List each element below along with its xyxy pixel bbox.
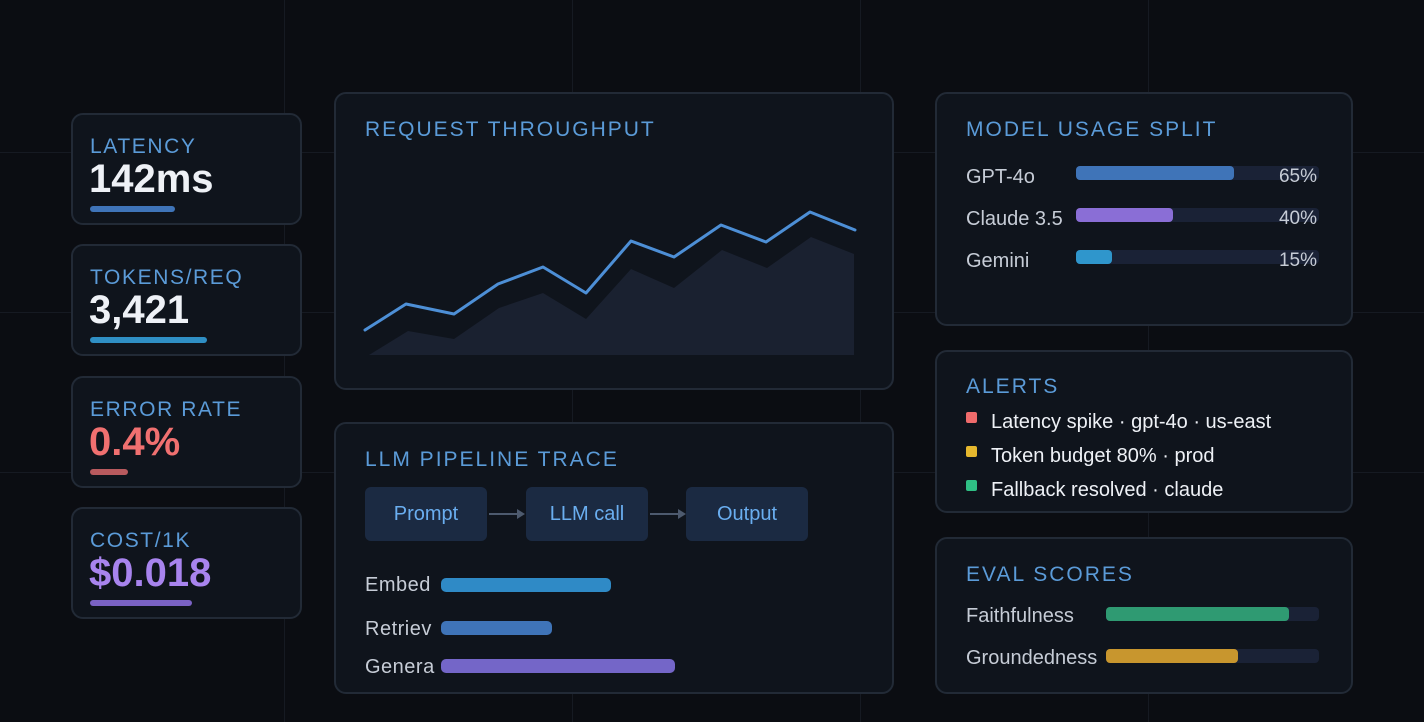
- kpi-bar: [90, 206, 175, 212]
- throughput-chart: [363, 210, 857, 355]
- usage-track: [1076, 208, 1319, 222]
- alerts-card: ALERTS Latency spike · gpt-4o · us-east …: [935, 350, 1353, 513]
- kpi-value: 0.4%: [89, 420, 181, 464]
- throughput-line: [363, 210, 857, 332]
- model-name: Gemini: [966, 250, 1030, 272]
- kpi-label: COST/1K: [90, 529, 192, 552]
- kpi-label: LATENCY: [90, 135, 197, 158]
- stage-bar-retrieve: [441, 621, 552, 635]
- eval-metric-name: Groundedness: [966, 647, 1098, 669]
- alerts-title: ALERTS: [966, 375, 1060, 398]
- kpi-card-error-rate: ERROR RATE 0.4%: [71, 376, 302, 488]
- model-usage-title: MODEL USAGE SPLIT: [966, 118, 1218, 141]
- kpi-label: TOKENS/REQ: [90, 266, 244, 289]
- usage-fill: [1076, 208, 1174, 222]
- alert-item[interactable]: Latency spike · gpt-4o · us-east: [991, 411, 1272, 433]
- kpi-value: 3,421: [89, 288, 190, 332]
- kpi-bar: [90, 469, 128, 475]
- eval-fill: [1106, 649, 1239, 663]
- alert-green-icon: [966, 480, 977, 491]
- kpi-card-latency: LATENCY 142ms: [71, 113, 302, 225]
- alert-item[interactable]: Fallback resolved · claude: [991, 479, 1224, 501]
- usage-track: [1076, 250, 1319, 264]
- pipeline-node-output[interactable]: Output: [686, 487, 808, 541]
- kpi-bar: [90, 337, 207, 343]
- usage-percent: 65%: [1278, 166, 1317, 187]
- eval-metric-name: Faithfulness: [966, 605, 1074, 627]
- alert-yellow-icon: [966, 446, 977, 457]
- throughput-card: REQUEST THROUGHPUT: [334, 92, 894, 390]
- pipeline-title: LLM PIPELINE TRACE: [365, 448, 619, 471]
- kpi-value: 142ms: [89, 157, 214, 201]
- pipeline-node-prompt[interactable]: Prompt: [365, 487, 487, 541]
- pipeline-node-llm-call[interactable]: LLM call: [526, 487, 648, 541]
- eval-track: [1106, 607, 1319, 621]
- alert-red-icon: [966, 412, 977, 423]
- usage-percent: 15%: [1278, 250, 1317, 271]
- eval-track: [1106, 649, 1319, 663]
- kpi-label: ERROR RATE: [90, 398, 243, 421]
- model-usage-card: MODEL USAGE SPLIT GPT-4o 65% Claude 3.5 …: [935, 92, 1353, 326]
- model-name: Claude 3.5: [966, 208, 1063, 230]
- usage-percent: 40%: [1278, 208, 1317, 229]
- stage-label-generate: Genera: [365, 656, 435, 678]
- eval-card: EVAL SCORES Faithfulness Groundedness: [935, 537, 1353, 694]
- usage-track: [1076, 166, 1319, 180]
- arrow-icon: [650, 509, 686, 519]
- throughput-area: [369, 237, 854, 355]
- eval-title: EVAL SCORES: [966, 563, 1134, 586]
- usage-fill: [1076, 166, 1234, 180]
- stage-label-embed: Embed: [365, 574, 431, 596]
- model-name: GPT-4o: [966, 166, 1035, 188]
- stage-bar-embed: [441, 578, 611, 592]
- pipeline-card: LLM PIPELINE TRACE Prompt LLM call Outpu…: [334, 422, 894, 694]
- eval-fill: [1106, 607, 1290, 621]
- arrow-icon: [489, 509, 525, 519]
- kpi-card-cost: COST/1K $0.018: [71, 507, 302, 619]
- kpi-bar: [90, 600, 192, 606]
- kpi-value: $0.018: [89, 551, 212, 595]
- stage-bar-generate: [441, 659, 675, 673]
- throughput-title: REQUEST THROUGHPUT: [365, 118, 656, 141]
- kpi-card-tokens: TOKENS/REQ 3,421: [71, 244, 302, 356]
- stage-label-retrieve: Retriev: [365, 618, 432, 640]
- usage-fill: [1076, 250, 1113, 264]
- alert-item[interactable]: Token budget 80% · prod: [991, 445, 1215, 467]
